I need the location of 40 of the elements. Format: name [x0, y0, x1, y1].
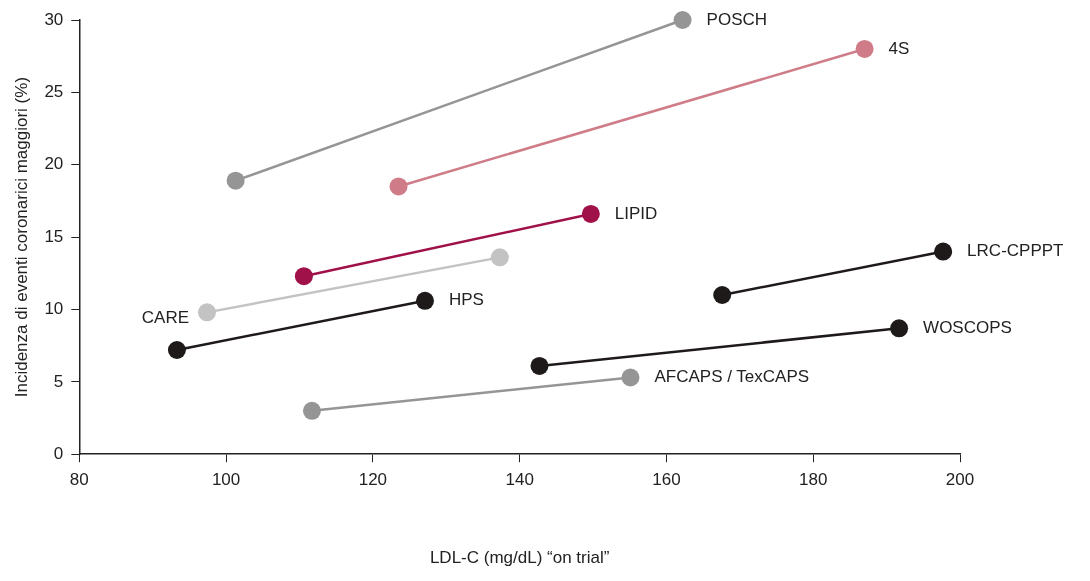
x-tick-label: 200	[945, 470, 975, 490]
x-tick-label: 160	[652, 470, 681, 490]
x-tick-label: 140	[505, 470, 534, 490]
point	[673, 11, 692, 29]
series-label: HPS	[448, 290, 484, 310]
point	[621, 368, 640, 387]
point	[226, 171, 245, 190]
series-label: 4S	[888, 38, 910, 58]
y-tick-label: 0	[53, 443, 64, 463]
series-label: POSCH	[706, 9, 768, 29]
point	[934, 242, 953, 261]
point	[167, 340, 186, 359]
point	[530, 356, 549, 375]
point	[581, 204, 600, 223]
x-tick-label: 100	[211, 470, 241, 490]
y-tick-label: 5	[53, 371, 64, 391]
point	[415, 291, 434, 310]
x-tick-label: 80	[69, 470, 89, 490]
point	[389, 177, 408, 196]
x-axis-title: LDL-C (mg/dL) “on trial”	[429, 548, 610, 568]
series-label: AFCAPS / TexCAPS	[654, 367, 810, 387]
y-axis-title: Incidenza di eventi coronarici maggiori (%)	[11, 76, 31, 398]
x-tick-label: 120	[358, 470, 388, 490]
y-tick-label: 15	[44, 226, 64, 246]
y-tick-label: 10	[44, 299, 64, 319]
x-tick-label: 180	[799, 470, 828, 490]
point	[713, 285, 732, 304]
point	[855, 39, 874, 58]
point	[302, 401, 321, 420]
point	[294, 267, 313, 286]
point	[890, 319, 909, 338]
series-label: LIPID	[614, 203, 658, 223]
point	[490, 248, 509, 267]
series-label: WOSCOPS	[923, 317, 1012, 337]
y-tick-label: 30	[44, 9, 64, 29]
series-label: CARE	[141, 308, 190, 328]
y-tick-label: 20	[44, 154, 64, 174]
point	[198, 303, 217, 322]
series-label: LRC-CPPPT	[967, 241, 1064, 261]
y-tick-label: 25	[44, 82, 64, 102]
